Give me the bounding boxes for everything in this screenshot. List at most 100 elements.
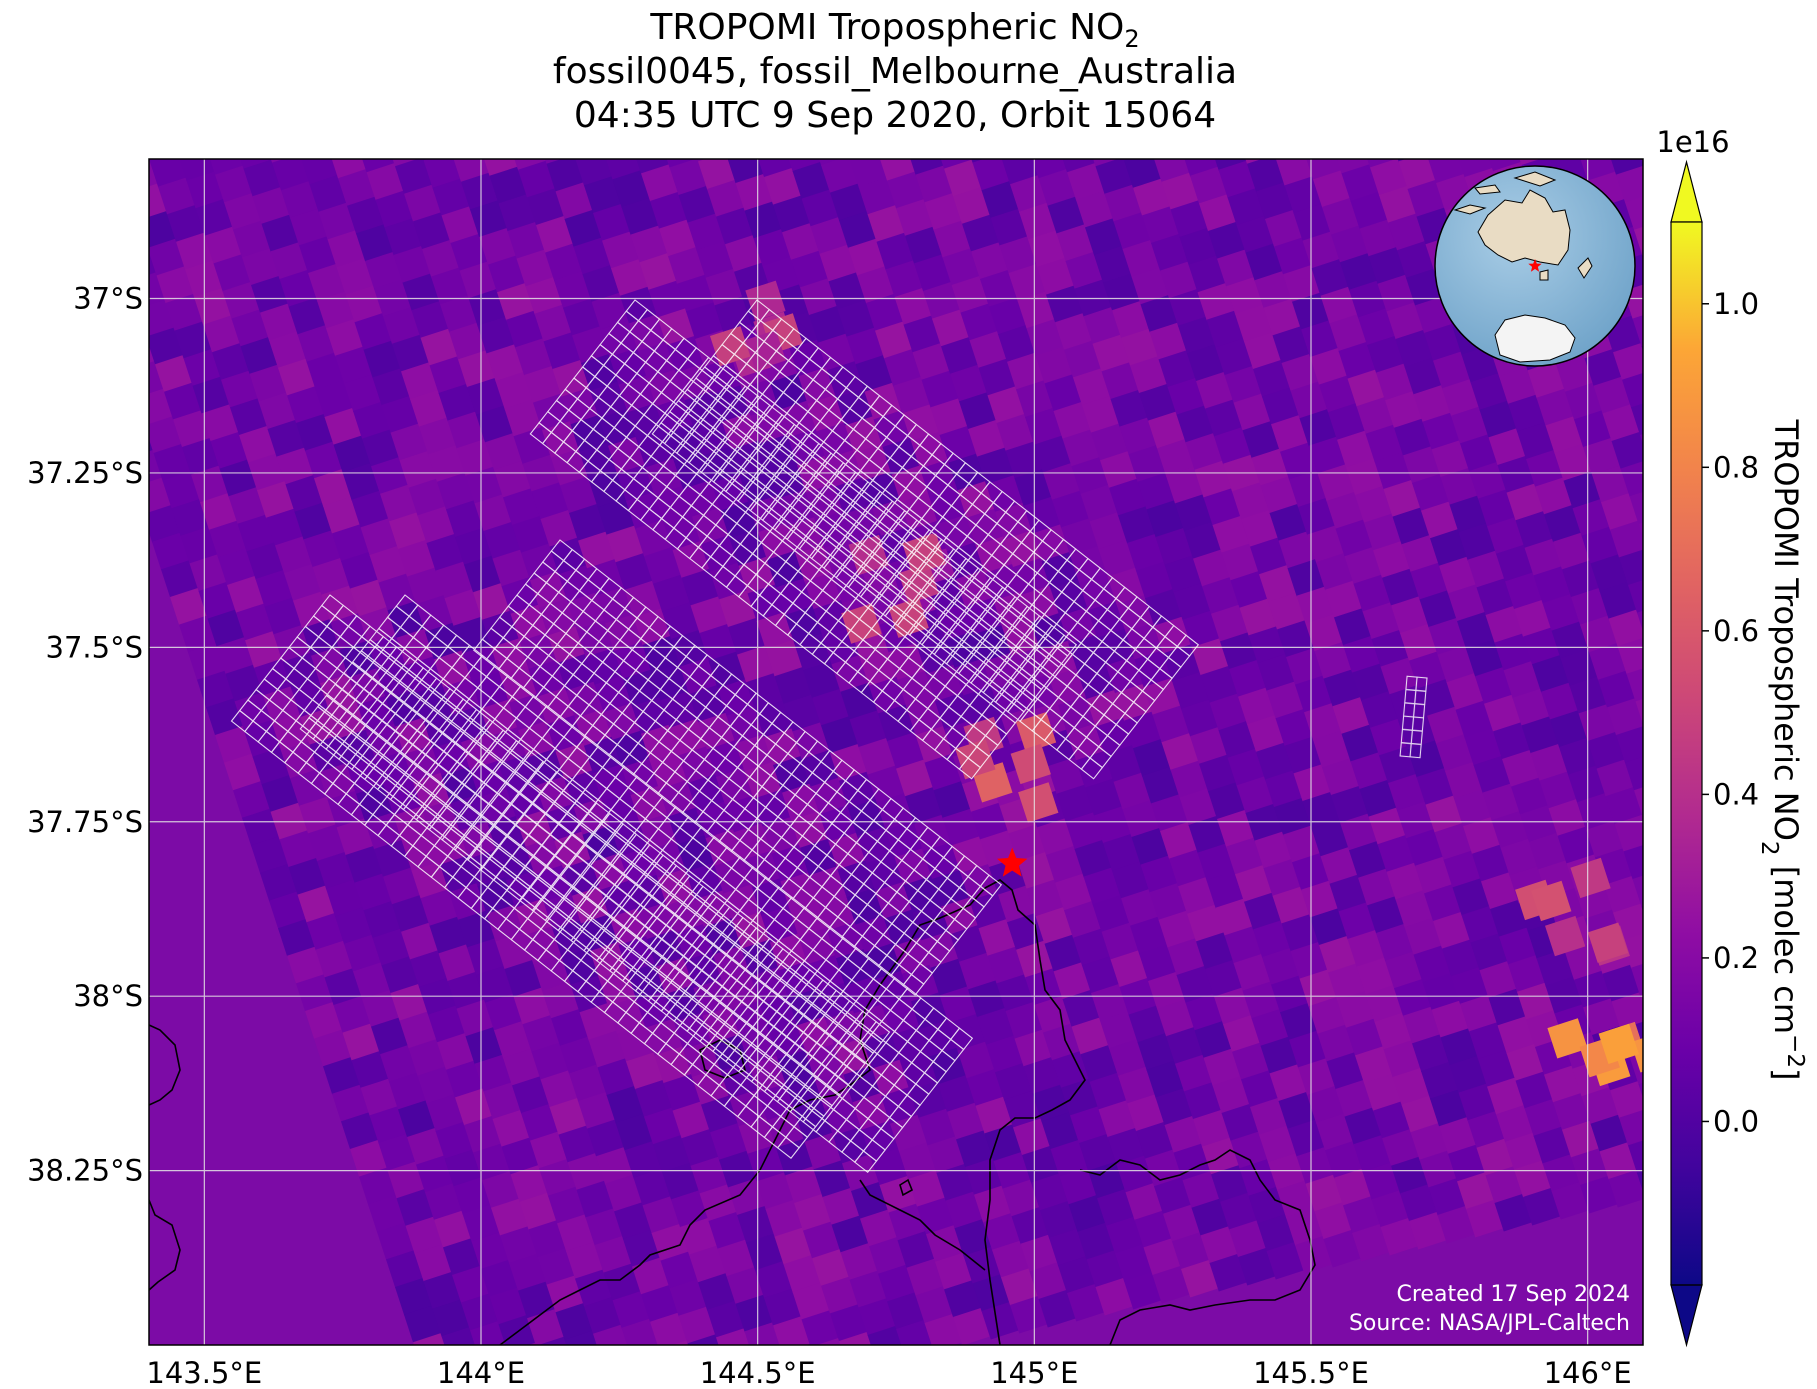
no2-pixel <box>488 255 526 294</box>
no2-pixel <box>1320 286 1359 325</box>
no2-pixel <box>1568 765 1606 804</box>
footprint-swath <box>529 299 1078 780</box>
no2-pixel <box>1344 1107 1383 1146</box>
no2-pixel <box>1511 777 1549 816</box>
no2-pixel <box>632 159 670 175</box>
no2-pixel <box>578 1091 616 1130</box>
no2-pixel <box>1190 166 1228 205</box>
no2-pixel <box>1284 176 1323 214</box>
no2-pixel <box>924 753 963 792</box>
no2-pixel <box>408 1038 447 1077</box>
lat-tick-label: 37.5°S <box>46 630 143 664</box>
footprint-swath <box>299 594 974 1174</box>
no2-pixel <box>977 1007 1015 1046</box>
no2-pixel <box>360 1078 399 1117</box>
no2-pixel <box>258 392 297 430</box>
no2-pixel <box>1064 340 1102 379</box>
no2-pixel <box>746 113 784 151</box>
no2-pixel <box>450 233 489 272</box>
no2-pixel <box>1262 947 1300 986</box>
no2-pixel <box>1260 1036 1299 1075</box>
coastline-layer <box>149 879 1316 1345</box>
no2-pixel <box>1185 432 1224 471</box>
no2-pixel <box>584 736 622 775</box>
no2-pixel <box>1214 426 1252 465</box>
no2-pixel <box>1139 944 1177 982</box>
no2-pixel <box>1590 1114 1629 1153</box>
no2-pixel <box>312 557 351 596</box>
no2-pixel <box>534 304 573 343</box>
no2-pixel <box>371 1017 409 1056</box>
no2-pixel <box>1347 369 1386 408</box>
no2-pixel <box>188 642 226 681</box>
no2-pixel <box>1071 1017 1110 1056</box>
no2-pixel <box>536 215 574 254</box>
no2-pixel <box>1251 1008 1290 1047</box>
no2-pixel <box>1581 526 1620 565</box>
no2-pixel <box>1067 1283 1105 1322</box>
no2-pixel <box>837 299 876 338</box>
no2-pixel <box>1404 917 1443 956</box>
coastline-west <box>149 1199 181 1291</box>
no2-pixel <box>1203 1048 1242 1087</box>
no2-pixel <box>755 700 793 739</box>
no2-pixel <box>1428 1178 1467 1216</box>
no2-pixel <box>900 492 939 531</box>
no2-pixel <box>1038 168 1077 207</box>
no2-pixel <box>149 388 174 427</box>
no2-pixel <box>1122 800 1161 838</box>
no2-pixel <box>249 364 288 403</box>
no2-pixel <box>647 369 685 408</box>
no2-pixel <box>1046 285 1084 324</box>
no2-pixel <box>1536 948 1575 987</box>
no2-pixel <box>687 773 726 812</box>
no2-pixel <box>792 161 831 200</box>
no2-pixel <box>1628 575 1643 614</box>
no2-pixel <box>797 1016 835 1054</box>
no2-pixel <box>1383 479 1422 518</box>
no2-pixel <box>1403 446 1441 484</box>
no2-pixel <box>353 962 391 1000</box>
no2-pixel <box>962 214 1000 253</box>
no2-pixel <box>561 387 600 426</box>
no2-pixel <box>442 1238 481 1276</box>
no2-pixel <box>378 573 417 612</box>
no2-pixel <box>314 1029 352 1068</box>
no2-pixel <box>474 494 513 532</box>
no2-pixel <box>472 111 510 149</box>
no2-hotspot-pixel <box>745 280 786 321</box>
no2-pixel <box>1631 398 1643 436</box>
no2-pixel <box>1370 159 1408 196</box>
no2-pixel <box>1226 276 1264 315</box>
no2-pixel <box>1562 1120 1600 1159</box>
no2-pixel <box>1083 867 1122 906</box>
no2-pixel <box>831 654 870 693</box>
no2-pixel <box>378 1133 417 1172</box>
no2-pixel <box>1624 753 1643 792</box>
no2-pixel <box>467 377 505 416</box>
no2-pixel <box>1195 371 1234 410</box>
no2-pixel <box>449 882 487 921</box>
no2-pixel <box>1278 531 1317 570</box>
no2-pixel <box>669 1278 708 1317</box>
footprint-swaths <box>230 299 1428 1174</box>
no2-pixel <box>554 270 592 309</box>
no2-pixel <box>588 1030 627 1069</box>
no2-pixel <box>1410 562 1449 601</box>
no2-pixel <box>743 850 781 889</box>
no2-pixel <box>1050 1139 1089 1178</box>
no2-pixel <box>783 1254 822 1293</box>
no2-pixel <box>785 605 823 644</box>
no2-pixel <box>1427 159 1465 184</box>
no2-pixel <box>1160 821 1198 860</box>
no2-pixel <box>585 647 624 686</box>
no2-pixel <box>1193 549 1231 588</box>
no2-pixel <box>1118 506 1156 544</box>
no2-pixel <box>935 159 973 170</box>
no2-pixel <box>1007 352 1045 391</box>
no2-pixel <box>932 869 970 908</box>
no2-pixel <box>1382 1128 1420 1167</box>
no2-pixel <box>1317 464 1356 502</box>
no2-pixel <box>1335 1079 1374 1118</box>
lon-tick-label: 146°E <box>1544 1356 1632 1389</box>
